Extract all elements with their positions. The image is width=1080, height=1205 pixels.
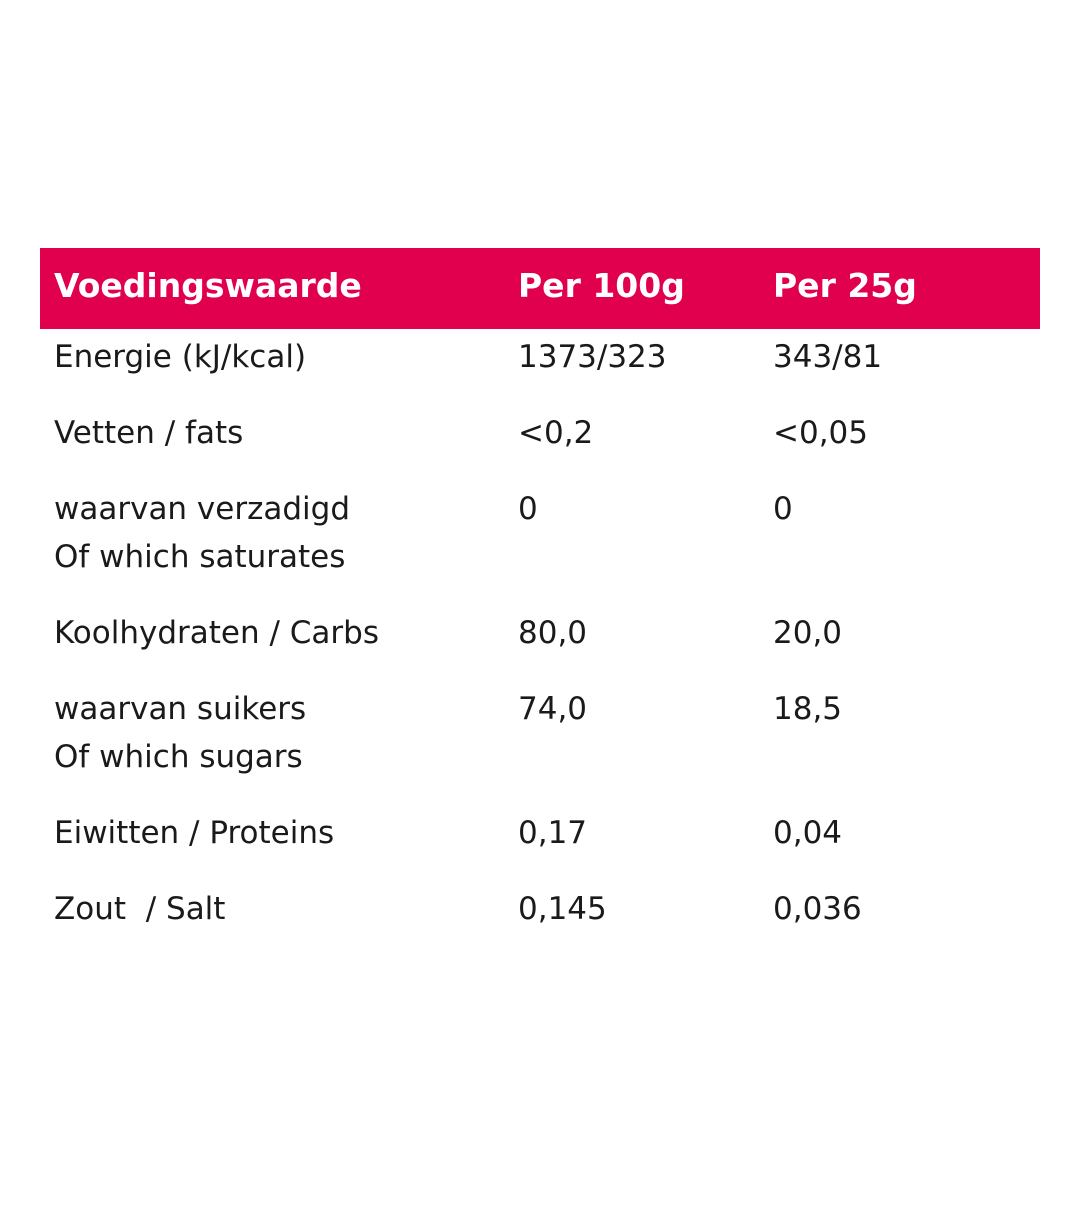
table-row: waarvan verzadigd Of which saturates 0 0 bbox=[40, 480, 1040, 604]
value-per-25g: 18,5 bbox=[773, 691, 843, 727]
value-per-100g: 80,0 bbox=[518, 615, 588, 651]
table-row: Vetten / fats <0,2 <0,05 bbox=[40, 404, 1040, 480]
value-per-25g: 0,036 bbox=[773, 891, 862, 927]
table-row: Koolhydraten / Carbs 80,0 20,0 bbox=[40, 604, 1040, 680]
value-per-25g: 0,04 bbox=[773, 815, 843, 851]
table-row: Zout / Salt 0,145 0,036 bbox=[40, 880, 1040, 956]
nutrient-name: Vetten / fats bbox=[54, 415, 244, 451]
table-row: Energie (kJ/kcal) 1373/323 343/81 bbox=[40, 328, 1040, 404]
table-row: Eiwitten / Proteins 0,17 0,04 bbox=[40, 804, 1040, 880]
nutrient-name: Zout / Salt bbox=[54, 891, 226, 927]
nutrient-name: Koolhydraten / Carbs bbox=[54, 615, 379, 651]
value-per-100g: 74,0 bbox=[518, 691, 588, 727]
value-per-100g: 0,17 bbox=[518, 815, 588, 851]
nutrient-name: waarvan verzadigd Of which saturates bbox=[54, 491, 351, 575]
value-per-100g: 1373/323 bbox=[518, 339, 667, 375]
table-row: waarvan suikers Of which sugars 74,0 18,… bbox=[40, 680, 1040, 804]
value-per-25g: 20,0 bbox=[773, 615, 843, 651]
value-per-25g: 343/81 bbox=[773, 339, 883, 375]
table-header: Voedingswaarde Per 100g Per 25g bbox=[40, 248, 1040, 329]
header-per-100g: Per 100g bbox=[518, 266, 685, 305]
value-per-100g: 0,145 bbox=[518, 891, 607, 927]
value-per-100g: 0 bbox=[518, 491, 538, 527]
value-per-100g: <0,2 bbox=[518, 415, 594, 451]
nutrient-name: Energie (kJ/kcal) bbox=[54, 339, 307, 375]
nutrition-table: Voedingswaarde Per 100g Per 25g Energie … bbox=[40, 248, 1040, 956]
header-per-25g: Per 25g bbox=[773, 266, 917, 305]
nutrient-name: waarvan suikers Of which sugars bbox=[54, 691, 307, 775]
value-per-25g: 0 bbox=[773, 491, 793, 527]
nutrient-name: Eiwitten / Proteins bbox=[54, 815, 335, 851]
header-nutrient: Voedingswaarde bbox=[54, 266, 362, 305]
value-per-25g: <0,05 bbox=[773, 415, 868, 451]
